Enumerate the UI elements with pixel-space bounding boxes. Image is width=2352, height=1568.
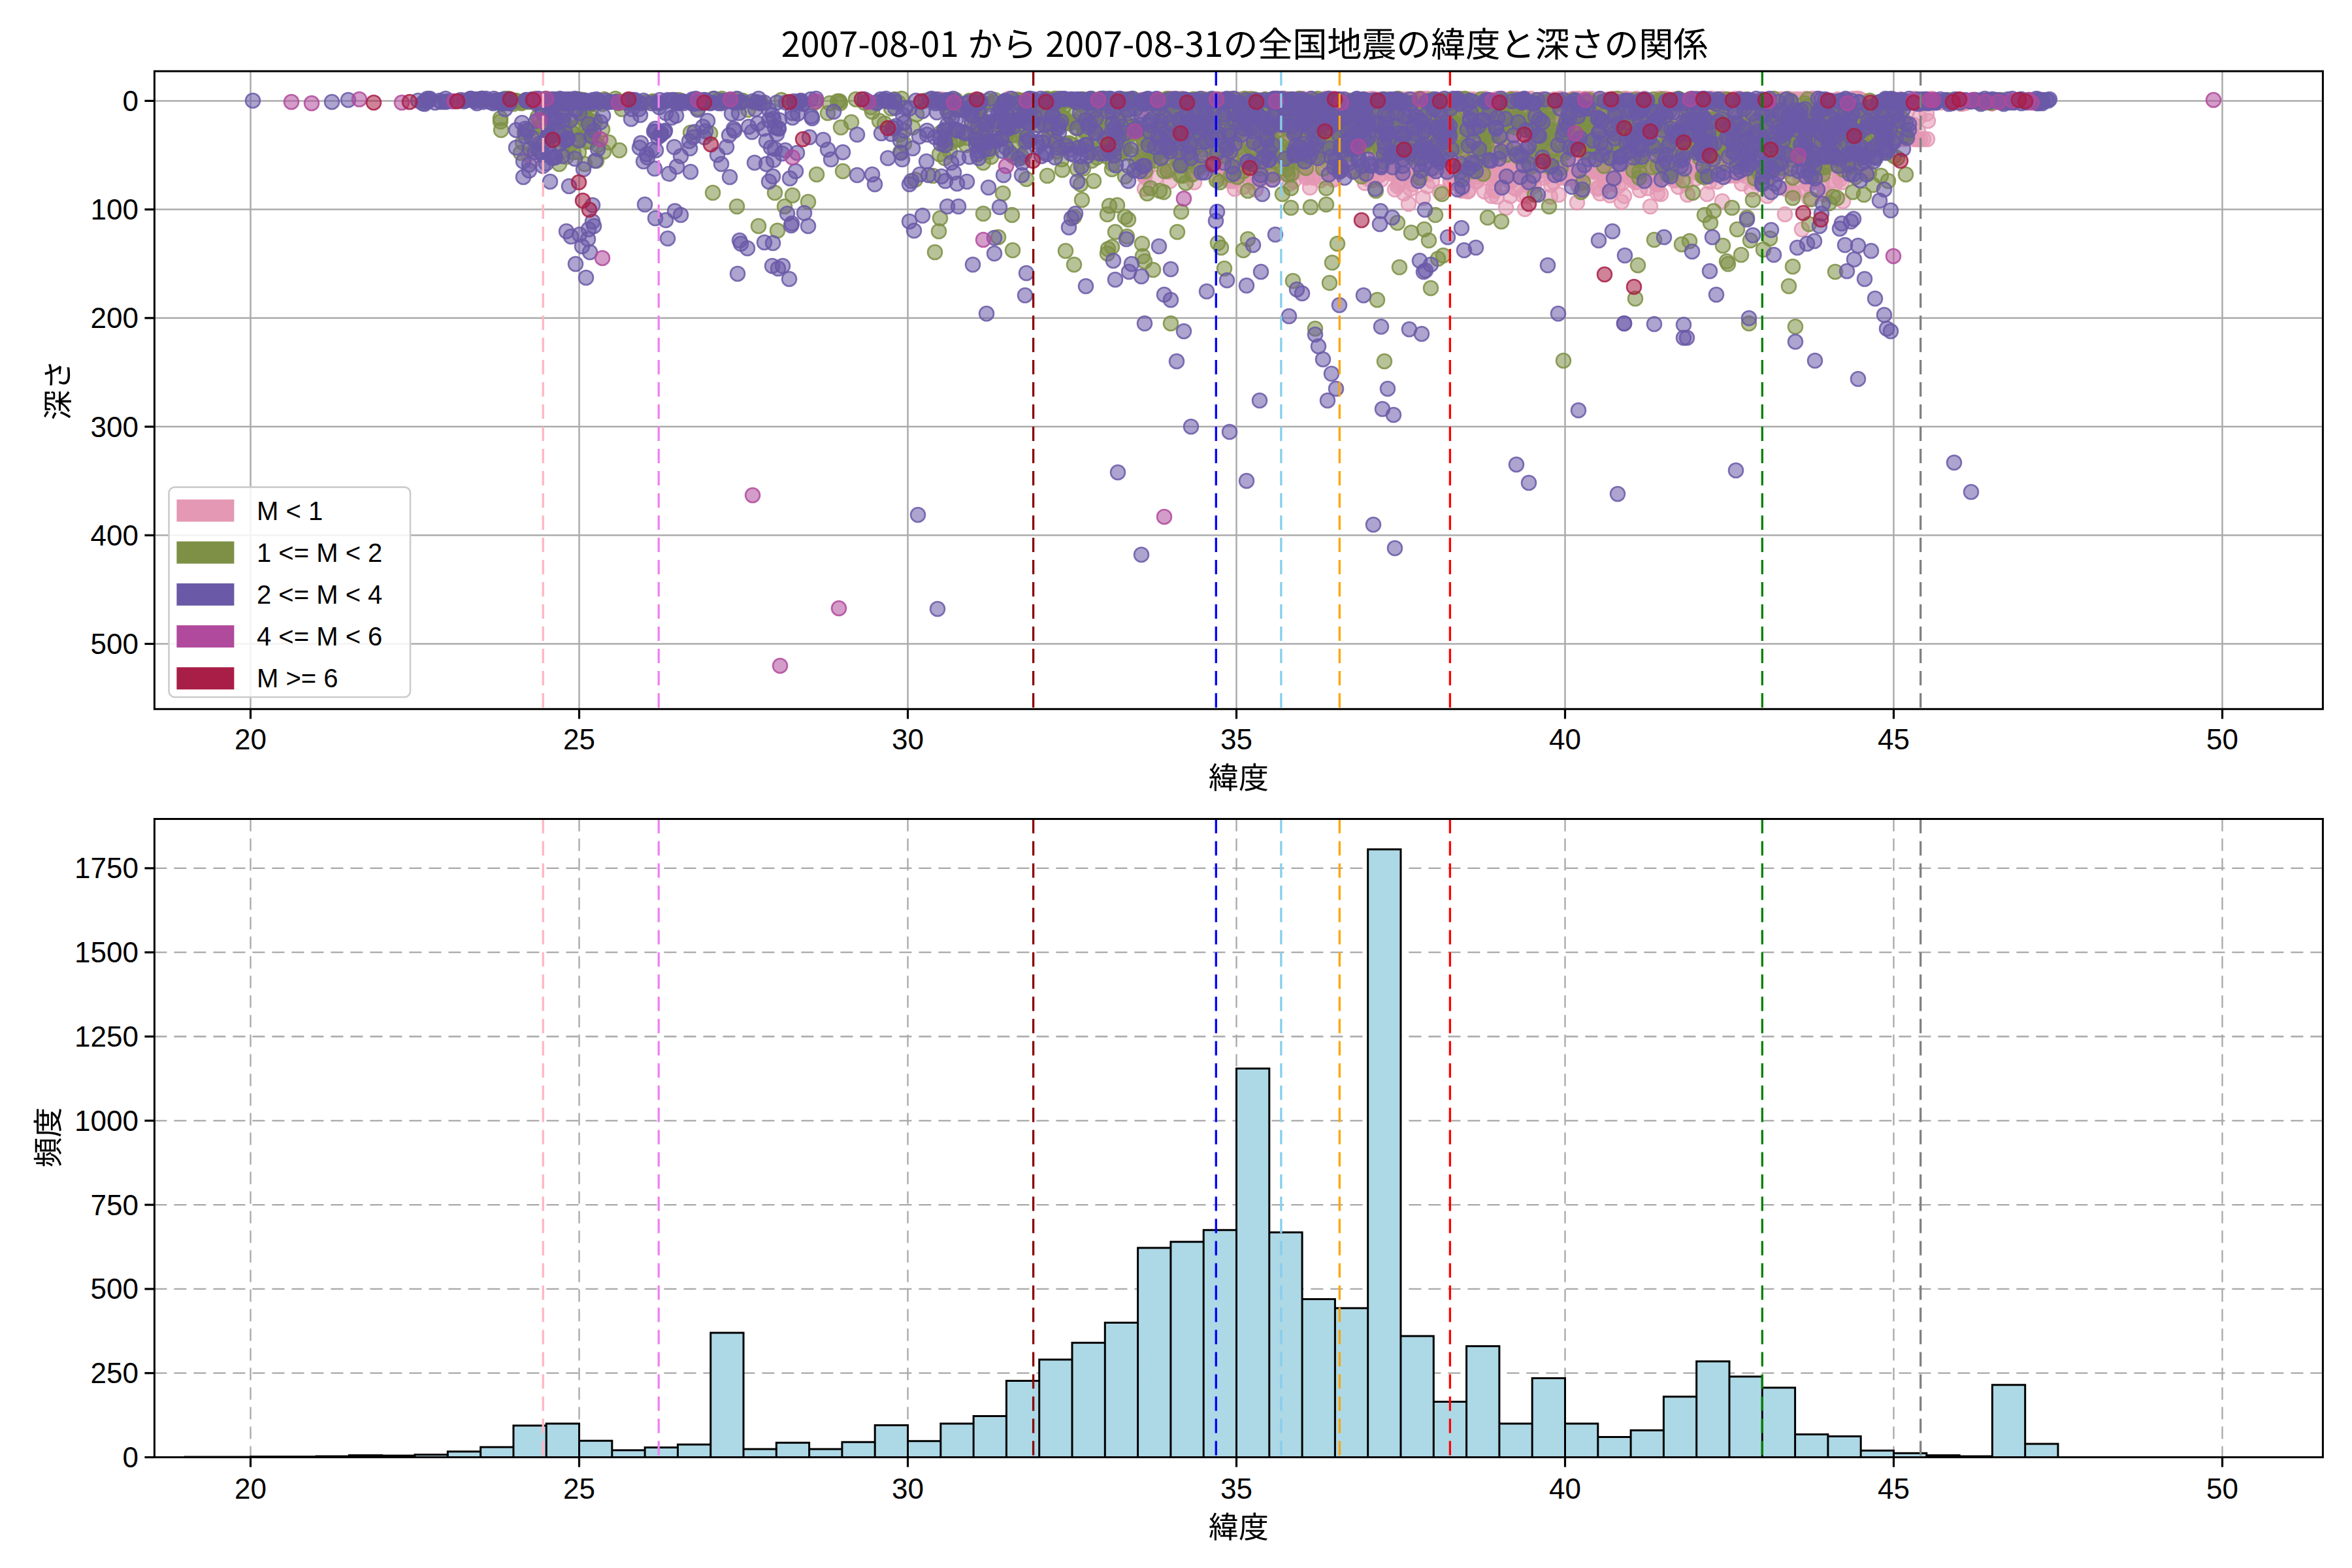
svg-text:1000: 1000 <box>74 1105 139 1137</box>
svg-text:40: 40 <box>1549 723 1581 755</box>
svg-text:30: 30 <box>892 723 924 755</box>
svg-text:50: 50 <box>2206 723 2238 755</box>
svg-text:20: 20 <box>235 723 267 755</box>
svg-text:20: 20 <box>235 1473 267 1505</box>
svg-text:1500: 1500 <box>74 936 139 968</box>
svg-text:0: 0 <box>123 85 139 117</box>
svg-text:45: 45 <box>1878 723 1910 755</box>
svg-text:45: 45 <box>1878 1473 1910 1505</box>
svg-text:400: 400 <box>91 519 139 551</box>
svg-text:250: 250 <box>91 1357 139 1389</box>
svg-text:M < 1: M < 1 <box>257 497 323 525</box>
svg-text:35: 35 <box>1220 1473 1252 1505</box>
svg-text:750: 750 <box>91 1189 139 1221</box>
svg-text:M >= 6: M >= 6 <box>257 664 338 693</box>
svg-text:1 <= M < 2: 1 <= M < 2 <box>257 538 382 567</box>
svg-text:4 <= M < 6: 4 <= M < 6 <box>257 622 382 651</box>
svg-text:1250: 1250 <box>74 1021 139 1053</box>
svg-text:200: 200 <box>91 302 139 334</box>
svg-text:50: 50 <box>2206 1473 2238 1505</box>
svg-text:0: 0 <box>123 1441 139 1473</box>
svg-text:2 <= M < 4: 2 <= M < 4 <box>257 580 382 609</box>
svg-text:500: 500 <box>91 628 139 660</box>
svg-text:500: 500 <box>91 1273 139 1305</box>
svg-text:1750: 1750 <box>74 852 139 884</box>
svg-text:40: 40 <box>1549 1473 1581 1505</box>
svg-text:25: 25 <box>563 1473 595 1505</box>
svg-text:300: 300 <box>91 411 139 443</box>
svg-text:25: 25 <box>563 723 595 755</box>
svg-text:35: 35 <box>1220 723 1252 755</box>
svg-text:100: 100 <box>91 193 139 225</box>
svg-text:30: 30 <box>892 1473 924 1505</box>
